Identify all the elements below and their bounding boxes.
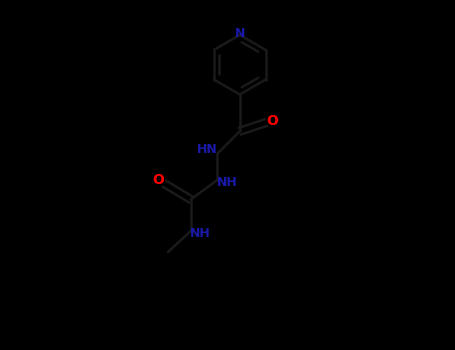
Text: NH: NH	[217, 175, 238, 189]
Text: HN: HN	[197, 143, 217, 156]
Text: NH: NH	[190, 227, 211, 240]
Text: N: N	[235, 27, 245, 41]
Text: O: O	[152, 173, 164, 187]
Text: O: O	[266, 114, 278, 128]
